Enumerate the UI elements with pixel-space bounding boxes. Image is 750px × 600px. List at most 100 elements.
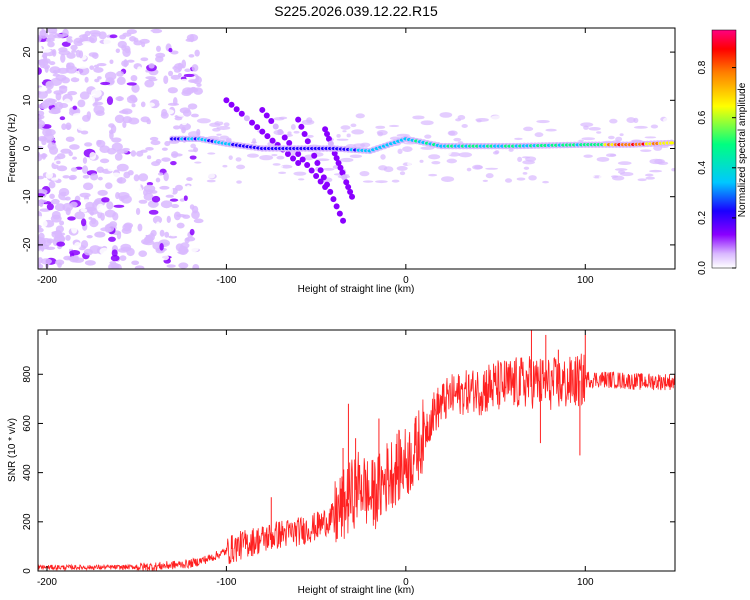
speckle-blob bbox=[149, 136, 159, 141]
speckle-blob bbox=[428, 173, 438, 177]
speckle-blob bbox=[126, 82, 137, 86]
speckle-blob bbox=[74, 211, 86, 220]
x-tick-label: -100 bbox=[216, 577, 236, 588]
y-tick-label: 600 bbox=[22, 415, 33, 432]
speckle-blob bbox=[151, 195, 161, 203]
speckle-blob bbox=[45, 81, 53, 88]
speckle-blob bbox=[105, 182, 113, 189]
speckle-blob bbox=[72, 156, 77, 160]
speckle-blob bbox=[90, 88, 102, 98]
speckle-blob bbox=[453, 137, 462, 142]
speckle-blob bbox=[48, 109, 61, 115]
speckle-blob bbox=[170, 161, 177, 166]
speckle-blob bbox=[104, 71, 117, 81]
speckle-blob bbox=[463, 172, 475, 178]
speckle-blob bbox=[100, 81, 111, 86]
speckle-blob bbox=[121, 227, 132, 234]
streak-blob bbox=[249, 119, 256, 126]
speckle-blob bbox=[38, 193, 45, 197]
speckle-blob bbox=[400, 125, 407, 130]
speckle-blob bbox=[611, 112, 625, 118]
speckle-blob bbox=[62, 202, 74, 212]
speckle-blob bbox=[614, 168, 628, 171]
speckle-blob bbox=[150, 28, 163, 34]
speckle-blob bbox=[212, 127, 221, 132]
speckle-blob bbox=[114, 152, 123, 161]
speckle-blob bbox=[176, 213, 187, 218]
speckle-blob bbox=[304, 177, 311, 182]
speckle-blob bbox=[85, 201, 95, 211]
speckle-blob bbox=[185, 38, 194, 42]
speckle-blob bbox=[115, 48, 120, 54]
speckle-blob bbox=[155, 55, 164, 63]
speckle-blob bbox=[82, 174, 90, 179]
streak-blob bbox=[259, 128, 266, 135]
x-tick-label: 0 bbox=[403, 577, 409, 588]
speckle-blob bbox=[163, 75, 169, 85]
speckle-blob bbox=[494, 150, 500, 154]
speckle-blob bbox=[38, 216, 45, 220]
speckle-blob bbox=[107, 165, 114, 172]
speckle-blob bbox=[351, 129, 365, 135]
speckle-blob bbox=[67, 216, 76, 221]
speckle-blob bbox=[179, 107, 191, 114]
speckle-blob bbox=[86, 234, 93, 239]
spectrogram-x-label: Height of straight line (km) bbox=[298, 284, 415, 295]
speckle-blob bbox=[158, 99, 169, 105]
speckle-blob bbox=[99, 158, 110, 164]
speckle-blob bbox=[222, 150, 227, 157]
speckle-blob bbox=[116, 149, 129, 154]
speckle-blob bbox=[272, 163, 281, 166]
speckle-blob bbox=[397, 148, 403, 154]
speckle-blob bbox=[185, 184, 191, 192]
speckle-blob bbox=[120, 194, 132, 204]
speckle-blob bbox=[177, 201, 182, 206]
speckle-blob bbox=[545, 128, 557, 132]
speckle-blob bbox=[155, 221, 161, 229]
speckle-blob bbox=[198, 169, 210, 174]
x-tick-label: 0 bbox=[403, 275, 409, 286]
streak-blob bbox=[331, 150, 338, 157]
speckle-blob bbox=[184, 45, 194, 51]
speckle-blob bbox=[48, 181, 56, 189]
speckle-blob bbox=[50, 198, 60, 205]
speckle-blob bbox=[94, 78, 100, 83]
speckle-blob bbox=[306, 117, 313, 124]
streak-blob bbox=[317, 167, 324, 174]
speckle-blob bbox=[179, 198, 186, 202]
y-tick-label: 800 bbox=[22, 365, 33, 382]
speckle-blob bbox=[571, 178, 579, 182]
speckle-blob bbox=[140, 57, 149, 62]
speckle-blob bbox=[51, 210, 61, 220]
speckle-blob bbox=[588, 126, 601, 131]
speckle-blob bbox=[536, 119, 550, 124]
colorbar: 0.0 0.2 0.4 0.6 0.8 Normalized spectral ampl… bbox=[697, 29, 748, 275]
streak-blob bbox=[325, 135, 332, 142]
speckle-blob bbox=[276, 155, 285, 160]
speckle-blob bbox=[184, 68, 191, 73]
speckle-blob bbox=[115, 96, 124, 102]
speckle-blob bbox=[80, 208, 88, 213]
speckle-blob bbox=[116, 177, 127, 184]
speckle-blob bbox=[598, 174, 612, 180]
speckle-blob bbox=[194, 161, 202, 164]
streak-blob bbox=[243, 115, 250, 122]
speckle-blob bbox=[47, 142, 57, 151]
speckle-blob bbox=[207, 152, 216, 155]
speckle-blob bbox=[407, 162, 412, 167]
streak-blob bbox=[317, 178, 324, 185]
speckle-blob bbox=[100, 227, 111, 232]
speckle-blob bbox=[354, 134, 362, 139]
speckle-blob bbox=[342, 115, 352, 120]
speckle-blob bbox=[66, 36, 74, 44]
speckle-blob bbox=[522, 172, 528, 175]
speckle-blob bbox=[111, 265, 118, 269]
speckle-blob bbox=[38, 264, 44, 269]
speckle-blob bbox=[135, 207, 141, 216]
speckle-blob bbox=[340, 125, 351, 130]
speckle-blob bbox=[578, 139, 584, 143]
speckle-blob bbox=[618, 170, 626, 174]
speckle-blob bbox=[38, 141, 42, 146]
speckle-blob bbox=[89, 151, 97, 160]
speckle-blob bbox=[38, 119, 46, 129]
